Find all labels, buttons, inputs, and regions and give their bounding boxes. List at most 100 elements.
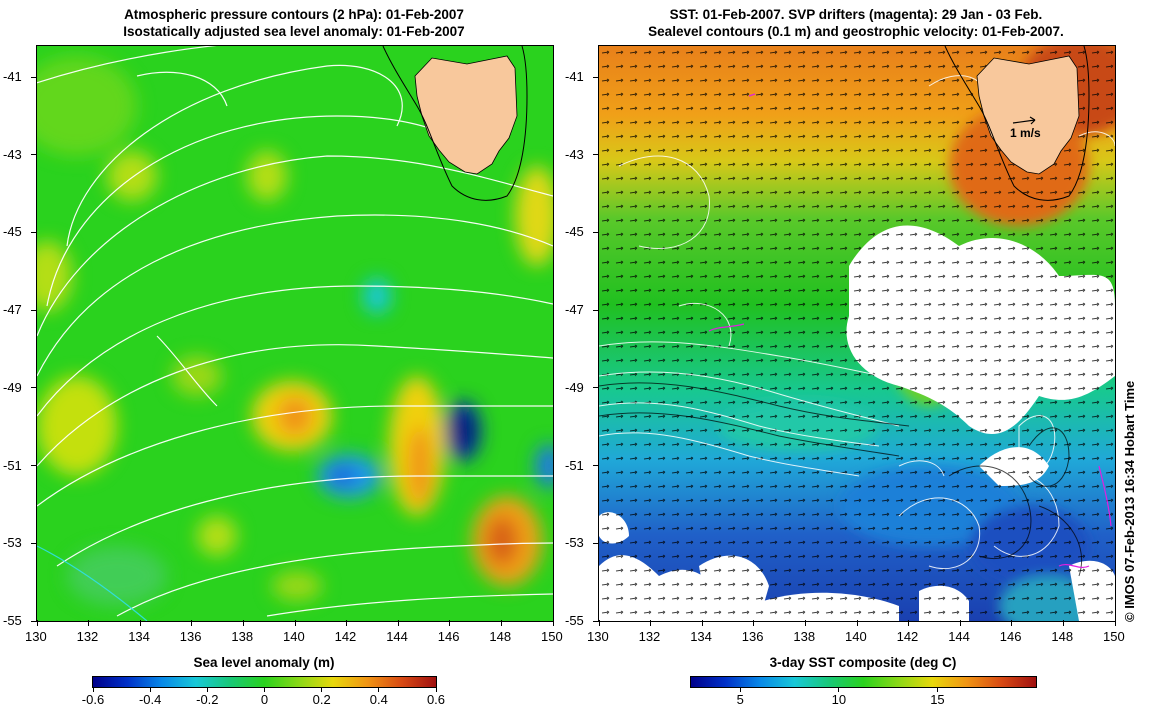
right-x-tick-mark xyxy=(598,620,600,626)
left-y-tick-mark xyxy=(31,154,37,156)
left-x-tick-label: 134 xyxy=(128,629,150,644)
right-x-tick-mark xyxy=(908,620,910,626)
left-y-tick-label: -43 xyxy=(3,146,22,162)
left-y-tick-mark xyxy=(31,542,37,544)
left-x-tick-mark xyxy=(139,620,141,626)
left-x-tick-mark xyxy=(346,620,348,626)
right-x-tick-label: 146 xyxy=(999,629,1022,644)
right-colorbar xyxy=(690,676,1037,688)
right-x-tick-label: 136 xyxy=(741,629,764,644)
left-y-tick-label: -55 xyxy=(3,613,22,628)
left-x-tick-label: 150 xyxy=(541,629,563,644)
left-y-tick-mark xyxy=(31,76,37,78)
velocity-scale-arrow xyxy=(1012,116,1036,125)
right-y-tick-mark xyxy=(593,76,599,78)
right-x-tick-mark xyxy=(753,620,755,626)
left-y-tick-label: -47 xyxy=(3,302,22,318)
left-x-tick-label: 136 xyxy=(179,629,202,644)
right-y-tick-label: -43 xyxy=(565,146,584,162)
left-title-line2: Isostatically adjusted sea level anomaly… xyxy=(123,24,465,39)
left-colorbar-tick-mark xyxy=(435,688,437,692)
left-colorbar-tick-mark xyxy=(92,688,94,692)
left-y-tick-mark xyxy=(31,465,37,467)
right-x-tick-label: 130 xyxy=(587,629,609,644)
right-y-tick-mark xyxy=(593,465,599,467)
right-y-tick-label: -49 xyxy=(565,379,584,395)
right-title-line1: SST: 01-Feb-2007. SVP drifters (magenta)… xyxy=(669,7,1043,22)
left-y-tick-mark xyxy=(31,309,37,311)
right-y-tick-mark xyxy=(593,154,599,156)
right-colorbar-tick-mark xyxy=(739,688,741,692)
right-y-tick-mark xyxy=(593,387,599,389)
sealevel-contours xyxy=(599,75,1115,570)
left-title: Atmospheric pressure contours (2 hPa): 0… xyxy=(36,6,552,40)
left-y-tick-label: -45 xyxy=(3,224,22,240)
right-x-tick-mark xyxy=(701,620,703,626)
left-colorbar-tick-mark xyxy=(378,688,380,692)
geostrophic-streamlines xyxy=(599,382,1083,577)
bathymetry-contour xyxy=(382,46,528,201)
left-colorbar-tick-label: 0.2 xyxy=(312,692,331,707)
right-x-tick-label: 138 xyxy=(793,629,816,644)
tasmania-island-sst xyxy=(976,55,1080,175)
right-y-tick-label: -51 xyxy=(565,457,584,473)
right-y-tick-mark xyxy=(593,542,599,544)
pressure-contours xyxy=(37,46,553,617)
left-x-tick-mark xyxy=(449,620,451,626)
svp-drifter-tracks xyxy=(708,93,1112,569)
right-title-line2: Sealevel contours (0.1 m) and geostrophi… xyxy=(648,24,1064,39)
sst-map xyxy=(598,45,1116,622)
left-y-tick-label: -41 xyxy=(3,69,22,85)
right-colorbar-tick-mark xyxy=(838,688,840,692)
left-y-tick-mark xyxy=(31,231,37,233)
sea-level-anomaly-map xyxy=(36,45,554,622)
left-title-line1: Atmospheric pressure contours (2 hPa): 0… xyxy=(124,7,464,22)
right-x-tick-mark xyxy=(1062,620,1064,626)
imos-credit: © IMOS 07-Feb-2013 16:34 Hobart Time xyxy=(1122,380,1137,622)
right-x-tick-label: 142 xyxy=(896,629,919,644)
right-y-tick-mark xyxy=(593,309,599,311)
left-colorbar-tick-label: 0 xyxy=(260,692,269,707)
left-x-tick-mark xyxy=(191,620,193,626)
sst-plot xyxy=(599,46,1115,621)
right-y-tick-mark xyxy=(593,620,599,622)
right-x-tick-label: 148 xyxy=(1051,629,1074,644)
right-y-tick-label: -47 xyxy=(565,302,584,318)
left-x-tick-label: 144 xyxy=(386,629,408,644)
tasmania-island xyxy=(414,55,518,175)
left-colorbar-tick-label: -0.2 xyxy=(196,692,219,707)
right-y-tick-label: -55 xyxy=(565,613,584,628)
left-colorbar-tick-mark xyxy=(149,688,151,692)
right-colorbar-title: 3-day SST composite (deg C) xyxy=(769,655,957,670)
left-x-tick-label: 132 xyxy=(76,629,99,644)
right-x-tick-label: 134 xyxy=(690,629,712,644)
right-y-tick-label: -41 xyxy=(565,69,584,85)
right-y-tick-label: -45 xyxy=(565,224,584,240)
right-x-tick-label: 144 xyxy=(948,629,970,644)
sea-level-anomaly-plot xyxy=(37,46,553,621)
left-y-tick-label: -53 xyxy=(3,535,22,551)
left-x-tick-label: 138 xyxy=(231,629,254,644)
right-x-tick-mark xyxy=(856,620,858,626)
left-y-tick-mark xyxy=(31,387,37,389)
right-y-tick-label: -53 xyxy=(565,535,584,551)
right-x-tick-mark xyxy=(1011,620,1013,626)
left-x-tick-label: 148 xyxy=(489,629,512,644)
left-colorbar-title: Sea level anomaly (m) xyxy=(193,655,335,670)
left-x-tick-mark xyxy=(294,620,296,626)
right-colorbar-tick-label: 15 xyxy=(930,692,945,707)
right-x-tick-label: 132 xyxy=(638,629,661,644)
left-x-tick-mark xyxy=(552,620,554,626)
left-x-tick-label: 130 xyxy=(25,629,47,644)
left-colorbar-tick-label: -0.4 xyxy=(138,692,162,707)
left-x-tick-label: 142 xyxy=(334,629,357,644)
bathymetry-contour-sst xyxy=(944,46,1090,201)
right-x-tick-mark xyxy=(1114,620,1116,626)
left-y-tick-label: -51 xyxy=(3,457,22,473)
right-x-tick-mark xyxy=(650,620,652,626)
left-y-tick-label: -49 xyxy=(3,379,22,395)
right-colorbar-tick-mark xyxy=(936,688,938,692)
left-colorbar-tick-label: 0.4 xyxy=(369,692,388,707)
right-colorbar-tick-label: 5 xyxy=(736,692,744,707)
right-x-tick-mark xyxy=(804,620,806,626)
